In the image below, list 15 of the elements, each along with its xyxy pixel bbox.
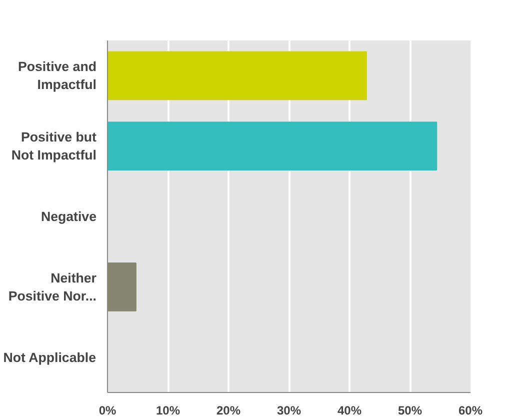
y-tick-label: Neither Positive Nor... [8, 270, 97, 304]
y-tick-label: Positive and Impactful [18, 59, 97, 92]
y-tick-label: Not Applicable [3, 350, 96, 365]
x-tick-label: 20% [216, 404, 241, 418]
x-tick-label: 10% [156, 404, 180, 418]
x-tick-label: 40% [337, 404, 362, 418]
x-tick-label: 30% [276, 404, 302, 418]
bar [108, 122, 438, 171]
x-tick-label: 50% [398, 404, 422, 418]
x-tick-label: 0% [98, 404, 116, 418]
y-tick-label: Positive but Not Impactful [11, 130, 98, 163]
bar [108, 51, 367, 100]
x-tick-label: 60% [458, 404, 483, 418]
y-tick-label: Negative [40, 209, 97, 224]
bar [108, 262, 136, 312]
